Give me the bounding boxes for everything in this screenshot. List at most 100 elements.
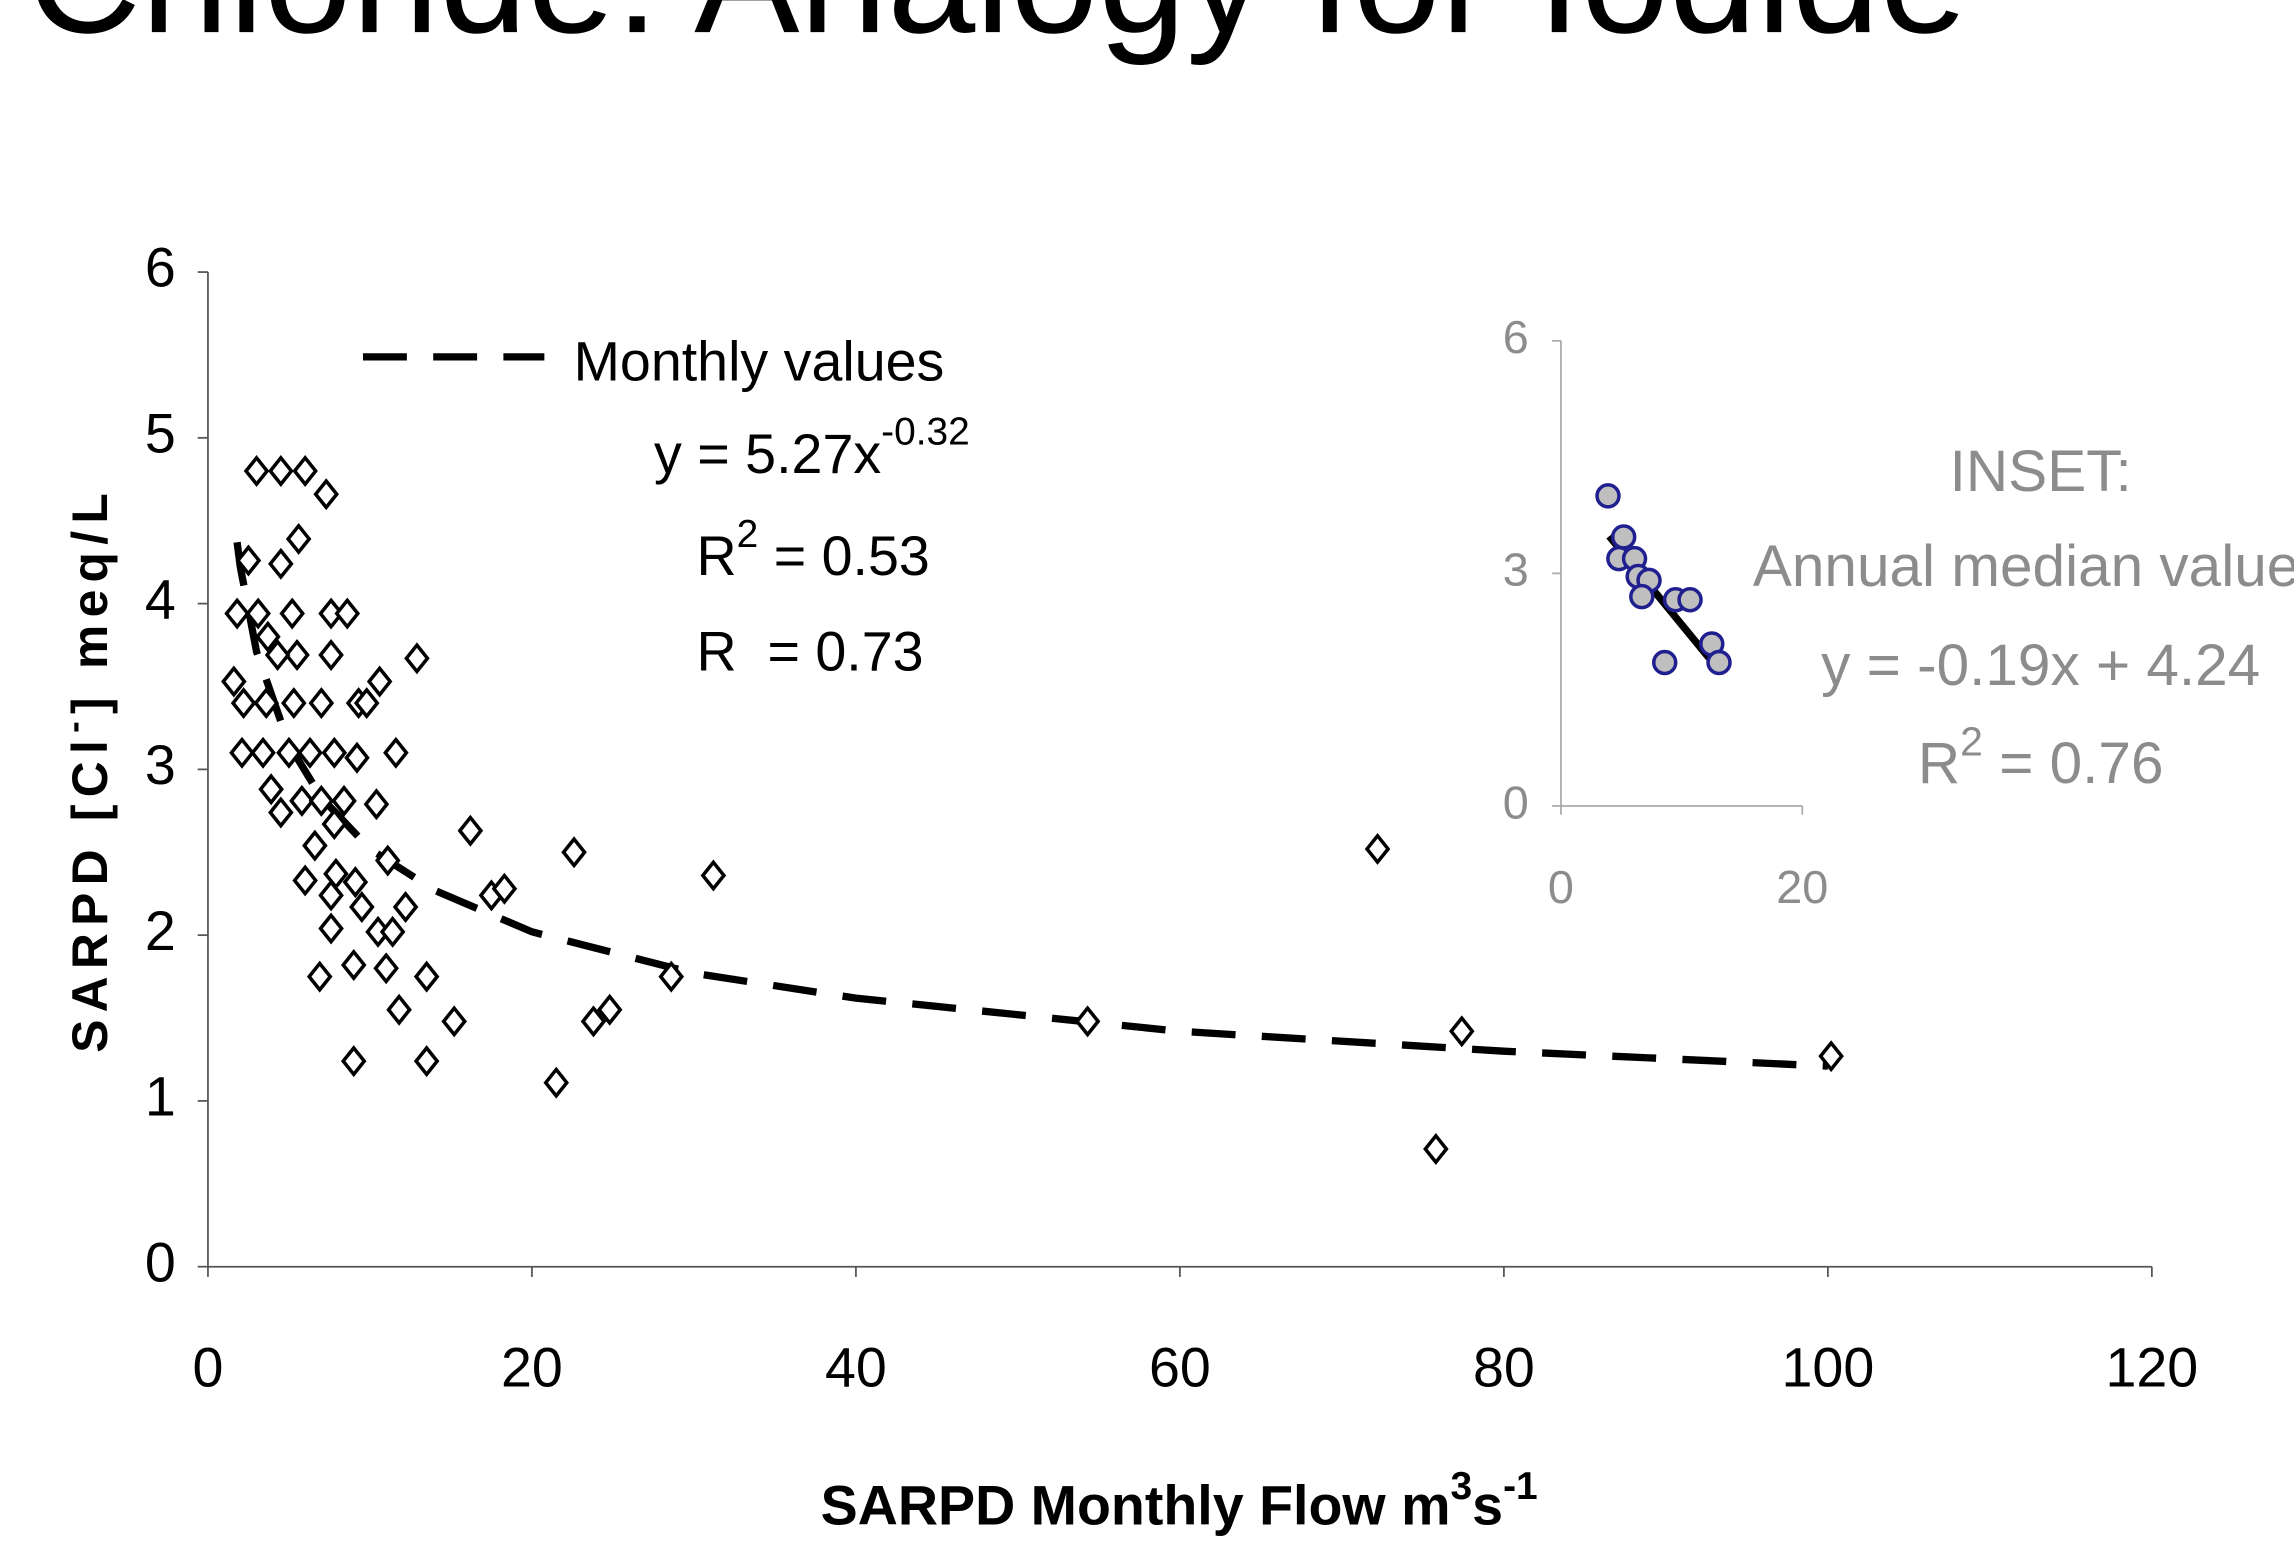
legend-label: Monthly values: [574, 330, 945, 392]
diamond-point: [318, 639, 344, 671]
inset-annotation-part: R: [1918, 731, 1960, 796]
x-tick-label: 0: [192, 1337, 223, 1399]
diamond-point: [268, 796, 294, 829]
annotation-part: -0.32: [881, 411, 970, 454]
diamond-point: [700, 859, 727, 892]
x-tick-label: 20: [501, 1337, 563, 1399]
slide-title: Chloride: Analogy for Iodide: [27, 0, 1968, 66]
y-axis-label: SARPD [Cl-] meq/L: [55, 486, 118, 1053]
diamond-point: [1423, 1133, 1449, 1165]
diamond-point: [580, 1005, 607, 1038]
diamond-point: [279, 597, 305, 630]
diamond-point: [373, 952, 399, 985]
y-tick-label: 4: [145, 568, 176, 630]
circle-point: [1651, 649, 1678, 676]
y-tick-label: 5: [145, 403, 176, 465]
diamond-point: [284, 639, 310, 671]
x-tick-label: 100: [1782, 1337, 1875, 1399]
diamond-point: [302, 829, 328, 862]
x-tick-label: 60: [1149, 1337, 1211, 1399]
inset-subtitle: Annual median values: [1753, 534, 2294, 599]
annotation: R2 = 0.53: [696, 513, 929, 587]
diamond-point: [297, 736, 323, 769]
diamond-point: [253, 687, 280, 720]
circle-point: [1706, 649, 1732, 676]
diamond-point: [353, 687, 380, 720]
annotation: y = 5.27x-0.32: [654, 411, 970, 485]
y-tick-label: 6: [1503, 311, 1529, 363]
diamond-point: [543, 1066, 570, 1099]
diamond-point: [264, 639, 291, 671]
diamond-point: [318, 879, 344, 912]
diamond-point: [281, 687, 307, 720]
diamond-point: [221, 665, 247, 698]
x-axis-label-part: SARPD Monthly Flow m: [821, 1474, 1451, 1536]
diamond-point: [321, 808, 348, 841]
circle-point: [1677, 587, 1703, 613]
x-tick-label: 80: [1473, 1337, 1535, 1399]
x-tick-label: 120: [2106, 1337, 2199, 1399]
diamond-point: [344, 741, 370, 774]
diamond-point: [1449, 1015, 1475, 1048]
y-tick-label: 3: [1503, 544, 1529, 596]
y-axis-label-part: -: [55, 714, 94, 733]
inset-annotation: R2 = 0.76: [1918, 718, 2164, 796]
y-tick-label: 0: [145, 1231, 176, 1293]
diamond-point: [349, 890, 375, 923]
diamond-point: [404, 642, 430, 675]
diamond-point: [230, 687, 257, 720]
diamond-point: [313, 478, 339, 511]
diamond-point: [250, 736, 276, 769]
inset-annotation: y = -0.19x + 4.24: [1821, 633, 2260, 698]
diamond-point: [596, 993, 623, 1026]
diamond-point: [308, 784, 335, 817]
circle-point: [1610, 524, 1637, 550]
y-tick-label: 3: [145, 734, 176, 796]
diamond-point: [334, 597, 361, 630]
diamond-point: [258, 773, 284, 806]
annotation-part: R = 0.73: [696, 620, 923, 682]
diamond-point: [340, 1045, 367, 1078]
inset-annotation-part: 2: [1960, 718, 1983, 764]
inset-annotation-part: y = -0.19x + 4.24: [1821, 633, 2260, 698]
diamond-point: [321, 736, 348, 769]
diamond-point: [292, 455, 318, 487]
x-axis-label-part: s: [1472, 1474, 1503, 1536]
diamond-point: [243, 455, 270, 487]
diamond-point: [308, 687, 335, 720]
annotation-part: = 0.53: [758, 525, 930, 587]
diamond-point: [1364, 832, 1391, 865]
diamond-point: [292, 864, 318, 897]
diamond-point: [366, 665, 393, 698]
diamond-point: [224, 597, 250, 630]
inset-annotation-part: = 0.76: [1983, 731, 2164, 796]
y-tick-label: 2: [145, 900, 176, 962]
x-axis-label-part: -1: [1503, 1465, 1538, 1508]
diamond-point: [1074, 1005, 1101, 1038]
annotation: R = 0.73: [696, 620, 923, 682]
diamond-point: [276, 736, 302, 769]
diamond-point: [441, 1005, 467, 1038]
y-tick-label: 0: [1503, 776, 1529, 828]
circle-point: [1595, 483, 1621, 509]
diamond-point: [268, 547, 294, 580]
diamond-point: [374, 844, 401, 877]
diamond-point: [413, 960, 440, 993]
x-axis-label: SARPD Monthly Flow m3s-1: [821, 1465, 1538, 1536]
y-tick-label: 1: [145, 1066, 176, 1128]
diamond-point: [658, 960, 685, 993]
diamond-point: [318, 912, 344, 945]
trend-line: [233, 541, 1829, 1070]
diamond-point: [255, 620, 281, 653]
diamond-point: [379, 915, 406, 948]
y-axis-label-part: ] meq/L: [62, 486, 118, 714]
annotation-part: y = 5.27x: [654, 423, 881, 485]
y-axis-label-part: SARPD [Cl: [62, 733, 118, 1053]
diamond-point: [268, 455, 294, 487]
diamond-point: [229, 736, 255, 769]
diamond-point: [342, 866, 369, 899]
diamond-point: [289, 784, 315, 817]
annotation-part: R: [696, 525, 736, 587]
diamond-point: [285, 522, 312, 555]
